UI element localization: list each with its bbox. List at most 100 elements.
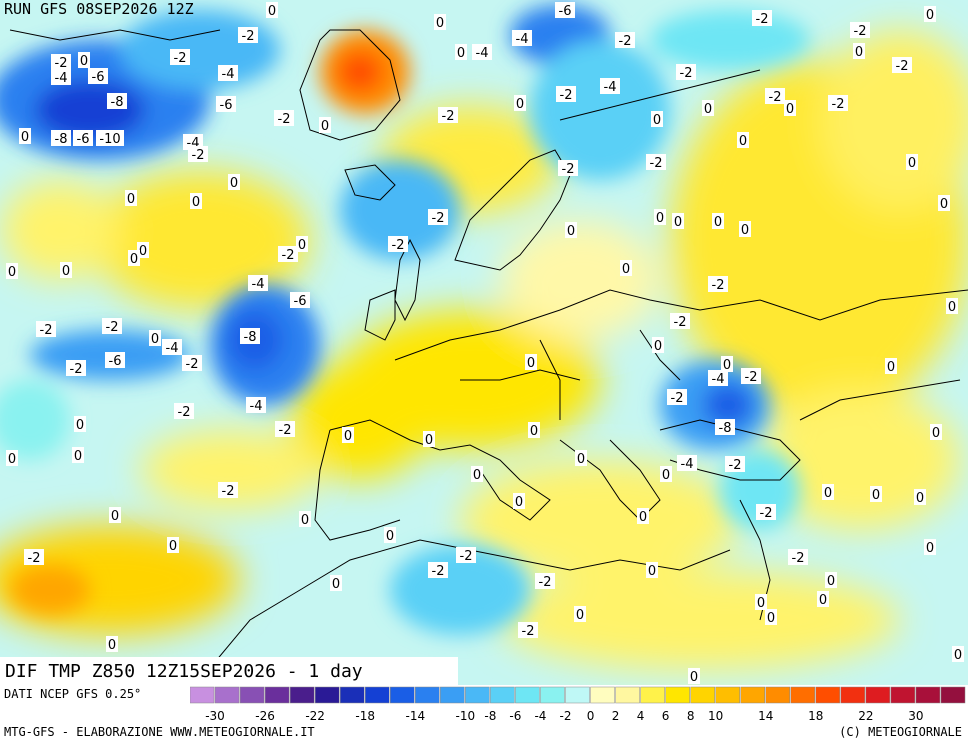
contour-label-text: -4 (476, 46, 489, 61)
contour-label-text: 0 (169, 539, 177, 554)
legend-swatch (390, 686, 415, 704)
contour-label: 0 (654, 209, 666, 226)
contour-label-text: -2 (769, 90, 782, 105)
legend-swatch (790, 686, 816, 704)
contour-label: -6 (216, 96, 236, 113)
contour-label-text: 0 (674, 215, 682, 230)
contour-label-text: 0 (21, 130, 29, 145)
contour-label: 0 (885, 358, 897, 375)
contour-label: -2 (275, 421, 295, 438)
contour-label-text: -2 (178, 405, 191, 420)
contour-label: 0 (455, 44, 467, 61)
contour-label-text: -2 (522, 624, 535, 639)
contour-label: -6 (105, 352, 125, 369)
contour-label: 0 (672, 213, 684, 230)
contour-label-text: -2 (242, 29, 255, 44)
contour-label: 0 (342, 427, 354, 444)
contour-label: -8 (715, 419, 735, 436)
contour-label: -6 (555, 2, 575, 19)
legend-tick: -26 (255, 709, 275, 723)
contour-label-text: -2 (174, 51, 187, 66)
contour-label: -4 (51, 69, 71, 86)
contour-label: 0 (914, 489, 926, 506)
contour-label: -2 (670, 313, 690, 330)
contour-label: 0 (952, 646, 964, 663)
contour-label: -2 (51, 54, 71, 71)
legend-swatch (289, 686, 315, 704)
legend-swatch (190, 686, 215, 704)
legend-tick: 22 (858, 709, 873, 723)
contour-label: -2 (238, 27, 258, 44)
contour-label: -2 (788, 549, 808, 566)
contour-label: 0 (167, 537, 179, 554)
contour-label: 0 (319, 117, 331, 134)
legend-swatch (515, 686, 540, 704)
contour-label-text: -2 (460, 549, 473, 564)
contour-label-text: 0 (654, 339, 662, 354)
legend-tick: -6 (509, 709, 521, 723)
legend-swatch (740, 686, 765, 704)
contour-label: -2 (556, 86, 576, 103)
contour-label-text: -2 (442, 109, 455, 124)
contour-label-text: -2 (432, 564, 445, 579)
contour-label-text: 0 (139, 244, 147, 259)
contour-label: -2 (174, 403, 194, 420)
contour-label: 0 (190, 193, 202, 210)
contour-label: 0 (739, 221, 751, 238)
contour-label: -2 (756, 504, 776, 521)
legend-swatch (490, 686, 515, 704)
contour-label-text: 0 (690, 670, 698, 685)
contour-label-text: -2 (650, 156, 663, 171)
contour-label-text: 0 (714, 215, 722, 230)
contour-label-text: -4 (166, 341, 179, 356)
contour-label-text: 0 (332, 577, 340, 592)
contour-label: 0 (296, 236, 308, 253)
contour-label: 0 (930, 424, 942, 441)
contour-label-text: 0 (321, 119, 329, 134)
legend-tick: -30 (205, 709, 225, 723)
legend-tick: 2 (612, 709, 620, 723)
contour-label: -6 (88, 68, 108, 85)
contour-label-text: -2 (222, 484, 235, 499)
contour-label: 0 (688, 668, 700, 685)
field-label: DIF TMP Z850 12Z15SEP2026 - 1 day (5, 661, 363, 682)
contour-label-text: -2 (745, 370, 758, 385)
legend-swatch (715, 686, 740, 704)
contour-label-text: -2 (392, 238, 405, 253)
contour-label-text: 0 (457, 46, 465, 61)
contour-label-text: 0 (80, 54, 88, 69)
legend-tick: -22 (305, 709, 325, 723)
contour-label-text: 0 (230, 176, 238, 191)
contour-label: 0 (149, 330, 161, 347)
contour-label: 0 (660, 466, 672, 483)
contour-label: 0 (924, 539, 936, 556)
credit-text: MTG-GFS - ELABORAZIONE WWW.METEOGIORNALE… (4, 725, 315, 739)
legend-swatch (590, 686, 615, 704)
contour-label: 0 (6, 263, 18, 280)
contour-label: 0 (228, 174, 240, 191)
contour-label: 0 (299, 511, 311, 528)
copyright-text: (C) METEOGIORNALE (839, 725, 962, 739)
contour-label-text: 0 (648, 564, 656, 579)
color-scale: -30 -26 -22 -18 -14 -10 -8 -6 -4 -2 0 2 4 6 8 10 14 18 22 3… (190, 686, 966, 723)
contour-label-text: -8 (111, 95, 124, 110)
contour-label: -2 (765, 88, 785, 105)
legend-swatch (640, 686, 665, 704)
legend-swatch (540, 686, 565, 704)
contour-label-text: 0 (954, 648, 962, 663)
contour-label: -2 (558, 160, 578, 177)
contour-label-text: -6 (559, 4, 572, 19)
contour-label: 0 (434, 14, 446, 31)
contour-label-text: 0 (386, 529, 394, 544)
contour-label-text: -2 (282, 248, 295, 263)
contour-label: 0 (765, 609, 777, 626)
temperature-field (0, 0, 968, 685)
contour-label-text: 0 (567, 224, 575, 239)
contour-label-text: 0 (723, 358, 731, 373)
contour-label: 0 (74, 416, 86, 433)
data-source: DATI NCEP GFS 0.25° (4, 687, 142, 701)
contour-label: -2 (676, 64, 696, 81)
contour-label-text: 0 (473, 468, 481, 483)
contour-label-text: -8 (719, 421, 732, 436)
contour-label-text: 0 (916, 491, 924, 506)
